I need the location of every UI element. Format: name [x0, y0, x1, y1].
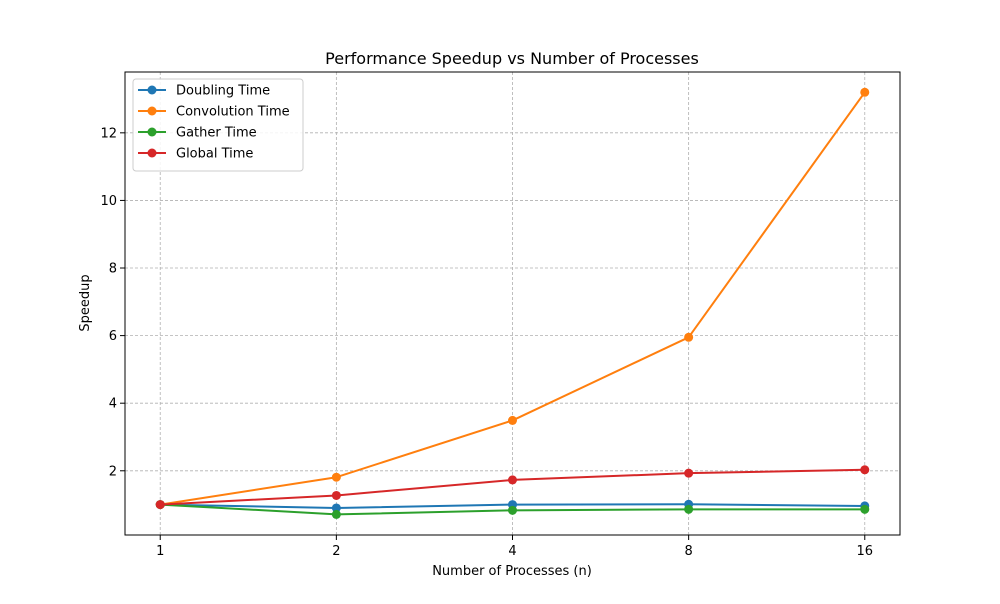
x-tick-label: 16	[856, 544, 873, 559]
data-point-global-time	[155, 500, 165, 510]
data-point-global-time	[331, 490, 341, 500]
legend-label-global-time: Global Time	[176, 147, 253, 162]
legend-label-convolution-time: Convolution Time	[176, 105, 290, 120]
series-layer	[155, 87, 870, 519]
legend-marker-doubling-time	[147, 85, 157, 95]
legend-marker-convolution-time	[147, 106, 157, 116]
data-point-gather-time	[508, 505, 517, 515]
data-point-gather-time	[684, 504, 694, 514]
y-tick-label: 10	[100, 194, 117, 209]
data-point-convolution-time	[508, 415, 517, 425]
x-tick-label: 8	[684, 544, 692, 559]
data-point-global-time	[684, 468, 694, 478]
y-tick-label: 8	[109, 262, 117, 277]
legend-label-doubling-time: Doubling Time	[176, 84, 270, 99]
legend-label-gather-time: Gather Time	[176, 126, 257, 141]
legend: Doubling Time Convolution Time Gather Time…	[132, 78, 304, 172]
chart-title: Performance Speedup vs Number of Process…	[325, 49, 699, 68]
data-point-global-time	[860, 465, 870, 475]
y-axis-label: Speedup	[78, 274, 93, 331]
data-point-convolution-time	[331, 472, 341, 482]
data-point-global-time	[508, 475, 517, 485]
legend-marker-gather-time	[147, 127, 157, 137]
x-tick-label: 1	[156, 544, 164, 559]
data-point-convolution-time	[860, 87, 870, 97]
legend-box	[132, 78, 304, 172]
x-tick-label: 2	[332, 544, 340, 559]
data-point-gather-time	[860, 504, 870, 514]
data-point-convolution-time	[684, 332, 694, 342]
x-axis-label: Number of Processes (n)	[432, 564, 592, 579]
y-tick-label: 2	[109, 464, 117, 479]
x-tick-label: 4	[508, 544, 516, 559]
legend-marker-global-time	[147, 148, 157, 158]
y-tick-label: 12	[100, 126, 117, 141]
y-tick-label: 4	[109, 397, 117, 412]
y-tick-label: 6	[109, 329, 117, 344]
data-point-doubling-time	[331, 503, 341, 513]
data-point-gather-time	[331, 509, 341, 519]
